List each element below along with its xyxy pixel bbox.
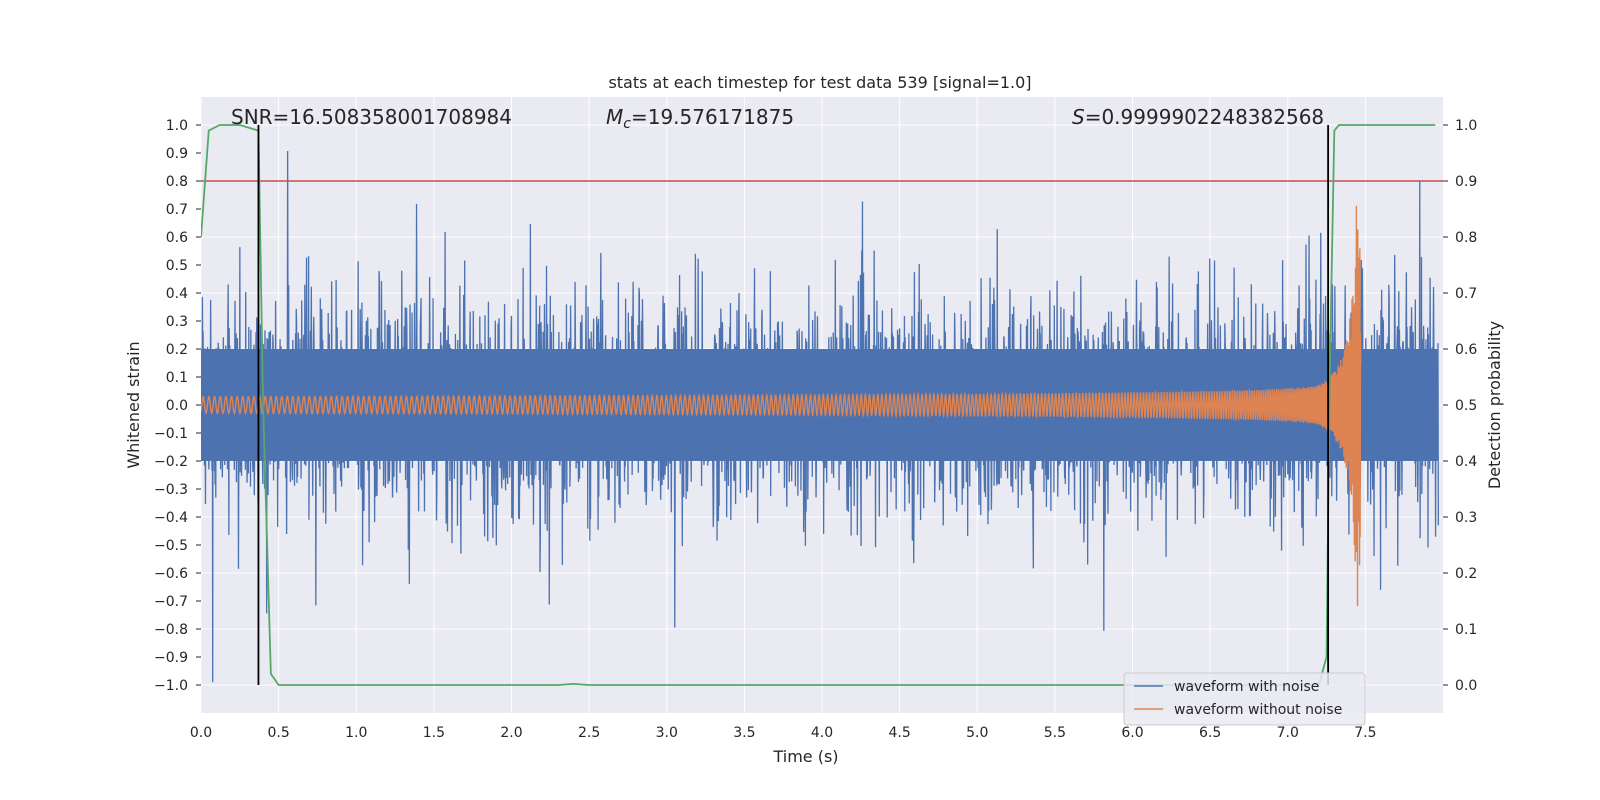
x-tick-label: 0.0 [190, 725, 212, 741]
y-tick-label: 0.4 [166, 286, 188, 302]
y-tick-label: −0.4 [154, 510, 188, 526]
x-axis-label: Time (s) [772, 747, 838, 766]
legend-label-noise: waveform with noise [1174, 679, 1319, 695]
y-tick-label: 0.9 [166, 146, 188, 162]
x-tick-label: 3.0 [656, 725, 678, 741]
s-value: =0.9999902248382568 [1085, 105, 1324, 129]
x-tick-label: 0.5 [267, 725, 289, 741]
y-right-tick-label: 0.4 [1455, 454, 1477, 470]
series-waveform-with-noise [201, 151, 1439, 683]
y-tick-label: 0.5 [166, 258, 188, 274]
y-right-axis-ticks: 0.0 0.1 0.2 0.3 0.4 0.5 0.6 0.7 0.8 0.9 1.0 [1443, 118, 1477, 694]
y-axis-ticks: −1.0 −0.9 −0.8 −0.7 −0.6 −0.5 −0.4 −0.3 −0.2 −0.1… [154, 118, 201, 694]
x-tick-label: 7.5 [1354, 725, 1376, 741]
x-tick-label: 1.0 [345, 725, 367, 741]
y-right-axis-label: Detection probability [1485, 321, 1504, 489]
x-tick-label: 5.5 [1044, 725, 1066, 741]
x-axis-ticks: 0.0 0.5 1.0 1.5 2.0 2.5 3.0 3.5 4.0 4.5 5.0 5.5 6.0 6… [190, 725, 1377, 741]
s-symbol: S [1072, 105, 1085, 129]
y-tick-label: −0.9 [154, 650, 188, 666]
legend-label-clean: waveform without noise [1174, 702, 1342, 718]
y-tick-label: 0.7 [166, 202, 188, 218]
y-tick-label: −0.5 [154, 538, 188, 554]
y-right-tick-label: 0.9 [1455, 174, 1477, 190]
legend: waveform with noise waveform without noi… [1123, 672, 1366, 726]
chirp-mass-annotation: Mc=19.576171875 [606, 105, 794, 132]
y-tick-label: −0.7 [154, 594, 188, 610]
y-tick-label: −1.0 [154, 678, 188, 694]
y-right-tick-label: 0.1 [1455, 622, 1477, 638]
x-tick-label: 2.5 [578, 725, 600, 741]
y-axis-label: Whitened strain [124, 341, 143, 468]
y-tick-label: 0.8 [166, 174, 188, 190]
x-tick-label: 5.0 [966, 725, 988, 741]
x-tick-label: 7.0 [1277, 725, 1299, 741]
y-right-tick-label: 0.8 [1455, 230, 1477, 246]
x-tick-label: 3.5 [733, 725, 755, 741]
chart-title: stats at each timestep for test data 539… [608, 73, 1031, 92]
y-tick-label: 0.0 [166, 398, 188, 414]
y-right-tick-label: 1.0 [1455, 118, 1477, 134]
y-right-tick-label: 0.2 [1455, 566, 1477, 582]
y-right-tick-label: 0.6 [1455, 342, 1477, 358]
y-right-tick-label: 0.7 [1455, 286, 1477, 302]
series-detection-probability [201, 124, 1436, 686]
x-tick-label: 2.0 [500, 725, 522, 741]
mc-symbol: M [606, 105, 623, 129]
legend-box [1123, 672, 1366, 726]
y-tick-label: 0.3 [166, 314, 188, 330]
x-tick-label: 6.5 [1199, 725, 1221, 741]
x-tick-label: 6.0 [1121, 725, 1143, 741]
y-tick-label: 0.1 [166, 370, 188, 386]
y-tick-label: −0.2 [154, 454, 188, 470]
y-tick-label: 1.0 [166, 118, 188, 134]
y-tick-label: −0.6 [154, 566, 188, 582]
y-tick-label: −0.8 [154, 622, 188, 638]
y-tick-label: 0.6 [166, 230, 188, 246]
y-tick-label: 0.2 [166, 342, 188, 358]
snr-annotation: SNR=16.508358001708984 [231, 105, 512, 129]
mc-value: =19.576171875 [631, 105, 794, 129]
x-tick-label: 4.0 [811, 725, 833, 741]
x-tick-label: 1.5 [423, 725, 445, 741]
score-annotation: S=0.9999902248382568 [1072, 105, 1324, 129]
y-right-tick-label: 0.3 [1455, 510, 1477, 526]
y-tick-label: −0.1 [154, 426, 188, 442]
x-tick-label: 4.5 [888, 725, 910, 741]
y-right-tick-label: 0.0 [1455, 678, 1477, 694]
series-waveform-without-noise [201, 205, 1362, 606]
series-layer [201, 124, 1443, 686]
y-tick-label: −0.3 [154, 482, 188, 498]
mc-subscript: c [623, 116, 631, 132]
y-right-tick-label: 0.5 [1455, 398, 1477, 414]
